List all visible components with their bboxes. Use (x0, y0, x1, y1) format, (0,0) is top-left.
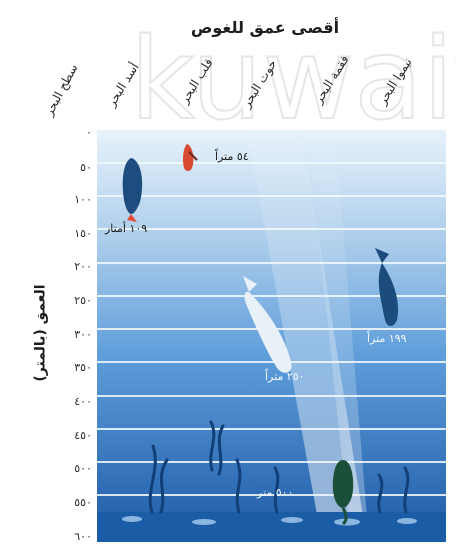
seabed-stone-4 (334, 518, 360, 526)
seabed-stone-1 (122, 516, 142, 522)
tick-100: ١٠٠ (74, 193, 92, 206)
tick-450: ٤٥٠ (74, 429, 92, 442)
seaweed-stalk-5 (235, 458, 242, 514)
seal-body (122, 158, 143, 214)
tick-300: ٣٠٠ (74, 328, 92, 341)
dolphin-body (378, 263, 399, 326)
tick-600: ٦٠٠ (74, 530, 92, 543)
seabed-stone-3 (281, 517, 303, 523)
seaweed-stalk-8 (403, 466, 410, 514)
seal-depth-label: ١٠٩ أمتار (105, 222, 148, 235)
seaweed (148, 420, 410, 514)
seabed-stones (122, 516, 417, 526)
whale-figure (243, 276, 292, 373)
seaweed-stalk-3 (209, 420, 216, 472)
dolphin-figure (375, 248, 399, 326)
light-beam-2 (307, 130, 369, 542)
whale-tail (243, 276, 257, 292)
tick-50: ٥٠ (80, 161, 92, 174)
seaweed-stalk-4 (217, 424, 225, 476)
penguin-body (183, 144, 194, 171)
light-beam-1 (247, 130, 367, 542)
seaweed-stalk-1 (148, 444, 157, 514)
penguin-depth-label: ٥٤ متراً (215, 150, 249, 163)
tick-550: ٥٥٠ (74, 496, 92, 509)
seal-figure (122, 158, 143, 222)
chart-title: أقصى عمق للغوص (190, 18, 340, 37)
tick-150: ١٥٠ (74, 227, 92, 240)
penguin-wing (188, 151, 198, 161)
ocean-illustration (97, 130, 446, 542)
tick-250: ٢٥٠ (74, 294, 92, 307)
turtle-shell (332, 460, 354, 508)
tick-500: ٥٠٠ (74, 462, 92, 475)
whale-body (244, 291, 292, 373)
turtle-tail (341, 507, 348, 526)
tick-350: ٣٥٠ (74, 361, 92, 374)
seabed-stone-5 (397, 518, 417, 524)
whale-depth-label: ٢٥٠ متراً (265, 370, 305, 383)
tick-400: ٤٠٠ (74, 395, 92, 408)
seaweed-stalk-2 (159, 458, 169, 514)
seabed (97, 512, 446, 542)
depth-axis: ٠ ٥٠ ١٠٠ ١٥٠ ٢٠٠ ٢٥٠ ٣٠٠ ٣٥٠ ٤٠٠ ٤٥٠ ٥٠٠… (40, 0, 96, 549)
seaweed-stalk-7 (377, 473, 384, 514)
watermark-text: kuwait (130, 15, 456, 140)
seal-flipper (127, 214, 137, 222)
tick-200: ٢٠٠ (74, 260, 92, 273)
dolphin-tail (375, 248, 389, 263)
watermark: kuwait (129, 14, 456, 140)
turtle-figure (332, 460, 354, 526)
turtle-depth-label: ٥٠٠ متر (257, 486, 294, 499)
tick-0: ٠ (86, 126, 92, 139)
seabed-stone-2 (192, 519, 216, 525)
seaweed-stalk-6 (273, 466, 280, 514)
ocean-panel: ٥٤ متراً ١٠٩ أمتار ١٩٩ متراً ٢٥٠ متراً ٥… (97, 130, 446, 542)
dolphin-depth-label: ١٩٩ متراً (367, 332, 407, 345)
penguin-figure (183, 144, 198, 171)
